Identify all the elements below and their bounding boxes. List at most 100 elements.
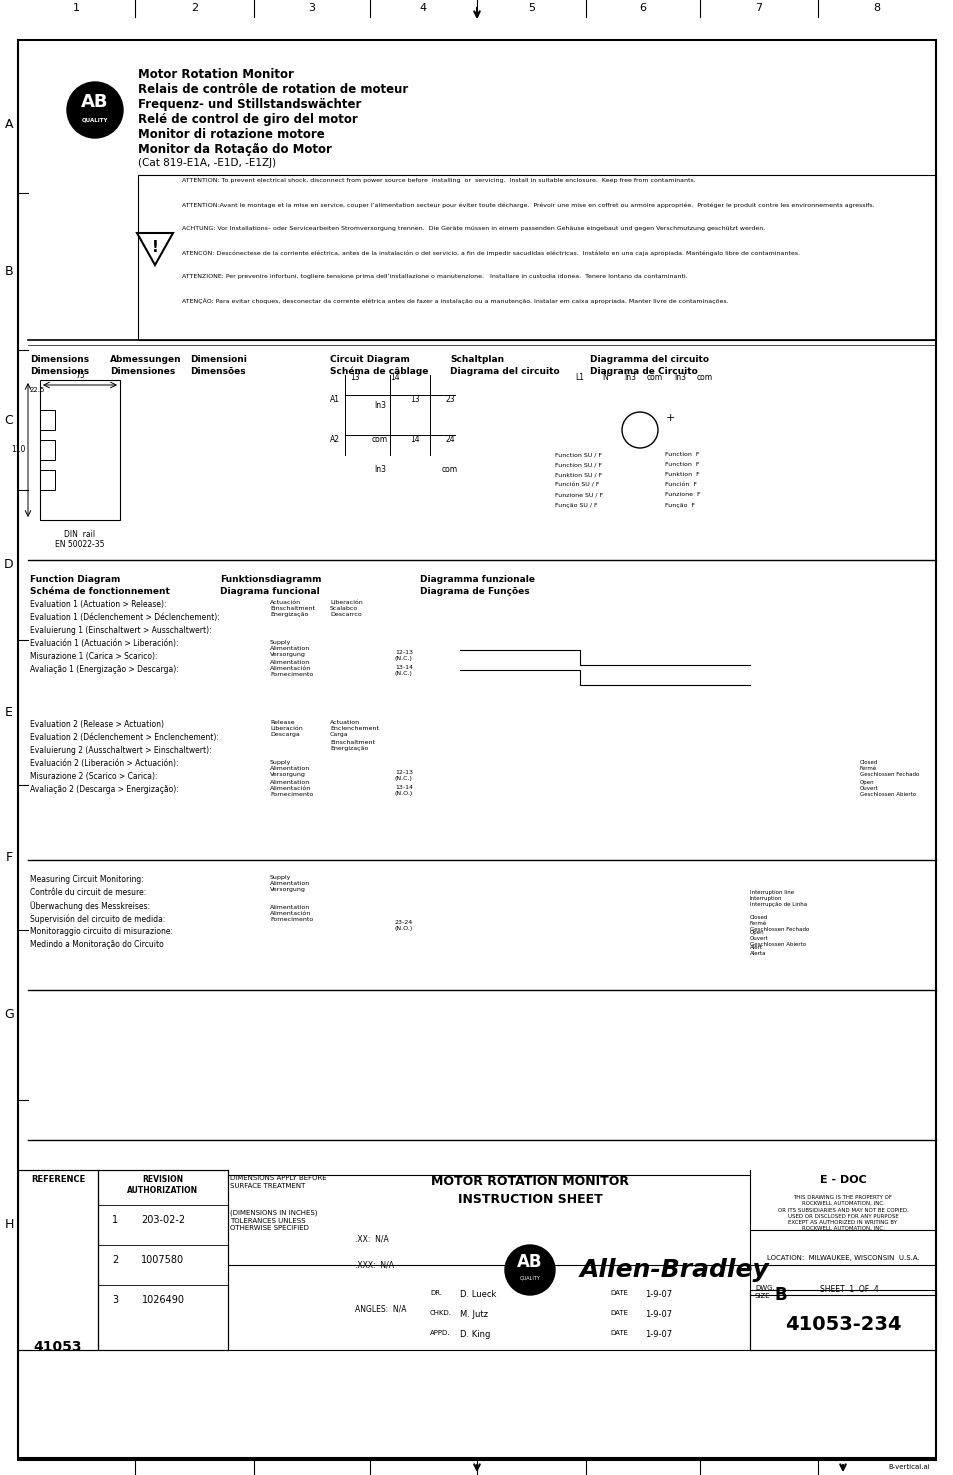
Text: A: A — [5, 118, 13, 131]
Text: 3: 3 — [112, 1295, 118, 1305]
Text: B: B — [5, 266, 13, 277]
Text: Supply
Alimentation
Versorgung: Supply Alimentation Versorgung — [270, 875, 310, 891]
Text: ATTENZIONE: Per prevenire infortuni, togliere tensione prima dell’installazione : ATTENZIONE: Per prevenire infortuni, tog… — [182, 274, 687, 279]
Text: com: com — [441, 466, 457, 475]
Bar — [749, 1291, 935, 1350]
Text: Monitoraggio circuito di misurazione:: Monitoraggio circuito di misurazione: — [30, 926, 172, 937]
Text: 110: 110 — [11, 445, 26, 454]
Text: Relais de contrôle de rotation de moteur: Relais de contrôle de rotation de moteur — [138, 83, 408, 96]
Text: ANGLES:  N/A: ANGLES: N/A — [355, 1305, 406, 1314]
Text: Schaltplan
Diagrama del circuito: Schaltplan Diagrama del circuito — [450, 355, 559, 376]
Text: Evaluación 1 (Actuación > Liberación):: Evaluación 1 (Actuación > Liberación): — [30, 639, 178, 648]
Text: Function SU / F: Function SU / F — [555, 463, 601, 468]
Text: Open
Ouvert
Geschlossen Abierto: Open Ouvert Geschlossen Abierto — [749, 931, 805, 947]
Text: AB: AB — [517, 1252, 542, 1271]
Bar — [40, 440, 55, 460]
Text: 13-14
(N.O.): 13-14 (N.O.) — [395, 785, 413, 796]
Text: Alimentation
Alimentación
Fornecimento: Alimentation Alimentación Fornecimento — [270, 780, 313, 797]
Text: Circuit Diagram
Schéma de câblage: Circuit Diagram Schéma de câblage — [330, 355, 428, 376]
Text: DWG.
SIZE: DWG. SIZE — [754, 1285, 774, 1298]
Text: Evaluation 2 (Déclenchement > Enclenchement):: Evaluation 2 (Déclenchement > Enclenchem… — [30, 733, 218, 742]
Text: ~: ~ — [636, 419, 643, 429]
Text: Funktion SU / F: Funktion SU / F — [555, 472, 601, 478]
Text: APPD.: APPD. — [430, 1330, 450, 1336]
Text: com: com — [372, 435, 388, 444]
Text: REVISION
AUTHORIZATION: REVISION AUTHORIZATION — [128, 1176, 198, 1195]
Text: Alimentation
Alimentación
Fornecimento: Alimentation Alimentación Fornecimento — [270, 906, 313, 922]
Bar — [40, 410, 55, 431]
Text: 23-24
(N.O.): 23-24 (N.O.) — [395, 920, 413, 931]
Text: Evaluation 2 (Release > Actuation): Evaluation 2 (Release > Actuation) — [30, 720, 164, 729]
Text: Release
Liberación
Descarga: Release Liberación Descarga — [270, 720, 302, 736]
Bar — [40, 381, 120, 521]
Text: 1-9-07: 1-9-07 — [644, 1330, 672, 1339]
Text: D: D — [4, 559, 13, 571]
Text: 4: 4 — [419, 3, 427, 13]
Text: E - DOC: E - DOC — [819, 1176, 865, 1184]
Text: 13: 13 — [410, 395, 419, 404]
Text: Open
Ouvert
Geschlossen Abierto: Open Ouvert Geschlossen Abierto — [859, 780, 915, 797]
Text: E: E — [5, 707, 13, 718]
Text: 1007580: 1007580 — [141, 1255, 184, 1266]
Text: Supply
Alimentation
Versorgung: Supply Alimentation Versorgung — [270, 640, 310, 656]
Text: Funktionsdiagramm
Diagrama funcional: Funktionsdiagramm Diagrama funcional — [220, 575, 321, 596]
Text: Diagramma funzionale
Diagrama de Funções: Diagramma funzionale Diagrama de Funções — [419, 575, 535, 596]
Text: Avaliação 1 (Energização > Descarga):: Avaliação 1 (Energização > Descarga): — [30, 665, 178, 674]
Text: Function Diagram
Schéma de fonctionnement: Function Diagram Schéma de fonctionnemen… — [30, 575, 170, 596]
Text: LOCATION:  MILWAUKEE, WISCONSIN  U.S.A.: LOCATION: MILWAUKEE, WISCONSIN U.S.A. — [766, 1255, 919, 1261]
Text: Einschaltment
Energização: Einschaltment Energização — [330, 740, 375, 751]
Text: Função SU / F: Função SU / F — [555, 503, 597, 507]
Text: Evaluation 1 (Actuation > Release):: Evaluation 1 (Actuation > Release): — [30, 600, 167, 609]
Text: !: ! — [152, 239, 158, 255]
Text: DIMENSIONS APPLY BEFORE
SURFACE TREATMENT: DIMENSIONS APPLY BEFORE SURFACE TREATMEN… — [230, 1176, 326, 1189]
Text: Alert
Alerta: Alert Alerta — [749, 945, 765, 956]
Text: 14: 14 — [390, 373, 399, 382]
Text: Actuación
Einschaltment
Energização: Actuación Einschaltment Energização — [270, 600, 314, 617]
Circle shape — [67, 83, 123, 139]
Text: com: com — [697, 373, 712, 382]
Text: In3: In3 — [673, 373, 685, 382]
Text: In3: In3 — [623, 373, 636, 382]
Text: G: G — [4, 1009, 14, 1022]
Text: CHKD.: CHKD. — [430, 1310, 452, 1316]
Text: DIN  rail: DIN rail — [65, 530, 95, 538]
Text: ATTENTION:Avant le montage et la mise en service, couper l’alimentation secteur : ATTENTION:Avant le montage et la mise en… — [182, 202, 874, 208]
Text: Evaluación 2 (Liberación > Actuación):: Evaluación 2 (Liberación > Actuación): — [30, 760, 178, 768]
Text: In3: In3 — [374, 466, 386, 475]
Bar — [40, 471, 55, 490]
Text: H: H — [5, 1218, 13, 1232]
Text: Diagramma del circuito
Diagrama de Circuito: Diagramma del circuito Diagrama de Circu… — [589, 355, 708, 376]
Text: Closed
Fermé
Geschlossen Fechado: Closed Fermé Geschlossen Fechado — [859, 760, 919, 777]
Circle shape — [504, 1245, 555, 1295]
Text: (Cat 819-E1A, -E1D, -E1ZJ): (Cat 819-E1A, -E1D, -E1ZJ) — [138, 158, 275, 168]
Text: 1: 1 — [112, 1215, 118, 1226]
Text: Interruption line
Interruption
Interrupção de Linha: Interruption line Interruption Interrupç… — [749, 889, 806, 907]
Text: 2: 2 — [191, 3, 198, 13]
Text: L1: L1 — [575, 373, 584, 382]
Text: REFERENCE: REFERENCE — [30, 1176, 85, 1184]
Text: 14: 14 — [410, 435, 419, 444]
Text: Function  F: Function F — [664, 453, 699, 457]
Text: Monitor di rotazione motore: Monitor di rotazione motore — [138, 128, 324, 142]
Text: Closed
Fermé
Geschlossen Fechado: Closed Fermé Geschlossen Fechado — [749, 914, 808, 932]
Text: Función  F: Función F — [664, 482, 697, 488]
Text: 75: 75 — [75, 372, 85, 381]
Text: Função  F: Função F — [664, 503, 695, 507]
Text: DATE: DATE — [609, 1291, 627, 1297]
Text: ATTENTION: To prevent electrical shock, disconnect from power source before  ins: ATTENTION: To prevent electrical shock, … — [182, 178, 695, 183]
Polygon shape — [137, 233, 172, 266]
Text: .XX:  N/A: .XX: N/A — [355, 1235, 388, 1243]
Text: Función SU / F: Función SU / F — [555, 482, 598, 488]
Text: 7: 7 — [755, 3, 761, 13]
Text: 22.5: 22.5 — [30, 386, 46, 392]
Text: 8: 8 — [873, 3, 880, 13]
Text: B-vertical.ai: B-vertical.ai — [887, 1465, 929, 1471]
Text: C: C — [5, 413, 13, 426]
Text: Überwachung des Messkreises:: Überwachung des Messkreises: — [30, 901, 150, 912]
Text: Dimensions
Dimensions: Dimensions Dimensions — [30, 355, 89, 376]
Text: Allen-Bradley: Allen-Bradley — [579, 1258, 769, 1282]
Text: Function SU / F: Function SU / F — [555, 453, 601, 457]
Text: Actuation
Enclenchement
Carga: Actuation Enclenchement Carga — [330, 720, 378, 736]
Text: Misurazione 1 (Carica > Scarico):: Misurazione 1 (Carica > Scarico): — [30, 652, 157, 661]
Text: com: com — [646, 373, 662, 382]
